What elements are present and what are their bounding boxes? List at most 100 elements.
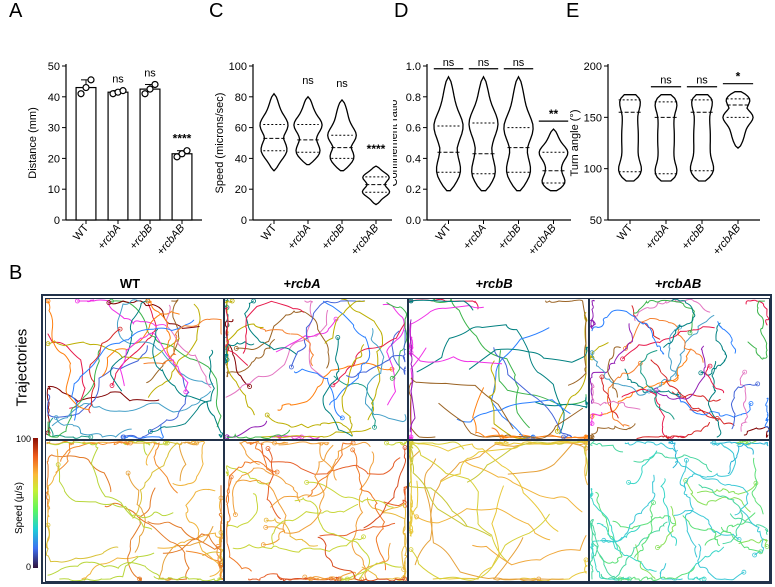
trajectory-path — [545, 299, 587, 386]
trajectory-path — [729, 513, 769, 535]
bar — [139, 88, 161, 221]
trajectory-path — [704, 512, 756, 546]
x-tick-label: +rcbB — [319, 222, 347, 252]
x-tick-label: WT — [71, 222, 91, 243]
trajectory-path — [590, 342, 609, 359]
trajectory-path — [290, 300, 365, 368]
trajectory-path — [149, 349, 215, 433]
violin — [617, 94, 643, 182]
trajectory-path — [624, 441, 678, 452]
track-end-marker — [344, 576, 350, 581]
trajectory-path — [472, 535, 587, 566]
track-end-marker — [304, 480, 309, 485]
trajectory-path — [238, 441, 289, 465]
trajectory-path — [246, 441, 274, 475]
x-tick-label: +rcbA — [461, 222, 489, 252]
track-end-marker — [232, 512, 238, 518]
trajectory-path — [601, 376, 619, 419]
trajectory-path — [242, 300, 304, 354]
trajectory-path — [340, 561, 402, 581]
track-end-marker — [148, 429, 153, 435]
track-end-marker — [335, 335, 341, 340]
trajectory-path — [108, 300, 200, 329]
trajectory-path — [351, 451, 375, 581]
trajectory-path — [59, 552, 155, 581]
trajectory-path — [364, 328, 407, 423]
trajectory-path — [440, 441, 588, 483]
track-end-marker — [499, 434, 505, 439]
trajectory-path — [57, 464, 174, 519]
x-tick-label: +rcbA — [95, 222, 123, 252]
trajectory-path — [88, 328, 121, 414]
trajectory-path — [636, 422, 710, 439]
trajectory-path — [116, 299, 214, 385]
trajectory-path — [668, 441, 679, 469]
trajectory-path — [409, 304, 484, 349]
y-tick-label: 0.0 — [406, 215, 421, 227]
trajectory-path — [46, 385, 160, 434]
trajectory-path — [409, 442, 468, 527]
y-tick-label: 100 — [229, 61, 247, 73]
trajectory-path — [590, 299, 596, 330]
trajectory-path — [225, 299, 233, 348]
x-tick-label: +rcbAB — [155, 222, 188, 258]
track-end-marker — [583, 434, 588, 439]
trajectory-path — [81, 555, 138, 581]
data-point — [173, 153, 181, 161]
trajectory-path — [260, 427, 372, 438]
trajectory-path — [671, 391, 721, 402]
trajectory-path — [488, 360, 529, 439]
trajectory-path — [317, 536, 406, 581]
track-end-marker — [753, 480, 759, 486]
track-end-marker — [384, 441, 389, 446]
trajectory-path — [697, 543, 745, 581]
trajectory-plot — [225, 441, 407, 581]
track-end-marker — [711, 441, 717, 446]
track-end-marker — [137, 576, 142, 581]
track-end-marker — [361, 534, 366, 540]
bar — [107, 91, 129, 221]
panel-letter-c: C — [209, 0, 224, 22]
track-end-marker — [651, 500, 656, 506]
trajectory-path — [225, 306, 248, 366]
trajectory-path — [147, 485, 223, 550]
significance-label: **** — [173, 132, 192, 146]
y-tick-label: 10 — [48, 184, 60, 196]
trajectory-path — [235, 310, 330, 369]
trajectory-path — [47, 561, 167, 580]
x-tick-label: +rcbB — [496, 222, 524, 252]
trajectory-path — [76, 299, 167, 327]
trajectory-path — [590, 518, 630, 580]
trajectory-path — [122, 373, 190, 439]
trajectory-cell-rcbab — [589, 298, 770, 440]
trajectory-path — [226, 476, 252, 572]
trajectory-path — [438, 402, 583, 439]
trajectory-path — [390, 330, 406, 375]
y-tick-label: 0.8 — [406, 92, 421, 104]
violin — [433, 75, 464, 192]
y-tick-label: 0.2 — [406, 184, 421, 196]
track-end-marker — [264, 412, 270, 418]
y-tick-label: 50 — [48, 61, 60, 73]
significance-label: ** — [549, 107, 559, 121]
y-tick-label: 0.4 — [406, 153, 421, 165]
trajectory-path — [633, 452, 713, 473]
trajectory-path — [663, 299, 696, 348]
trajectory-path — [456, 399, 571, 423]
trajectory-path — [708, 361, 722, 438]
y-tick-label: 20 — [235, 184, 247, 196]
track-end-marker — [251, 299, 256, 304]
violin — [361, 165, 391, 206]
trajectory-plot — [590, 441, 769, 581]
y-tick-label: 200 — [584, 61, 602, 73]
trajectory-path — [431, 299, 530, 429]
track-end-marker — [308, 576, 313, 581]
track-end-marker — [402, 445, 407, 450]
data-point — [141, 90, 149, 98]
trajectory-path — [590, 523, 599, 580]
trajectory-path — [409, 299, 474, 311]
track-end-marker — [389, 366, 395, 372]
trajectory-path — [689, 409, 735, 426]
track-end-marker — [339, 415, 345, 421]
trajectory-path — [659, 563, 683, 581]
